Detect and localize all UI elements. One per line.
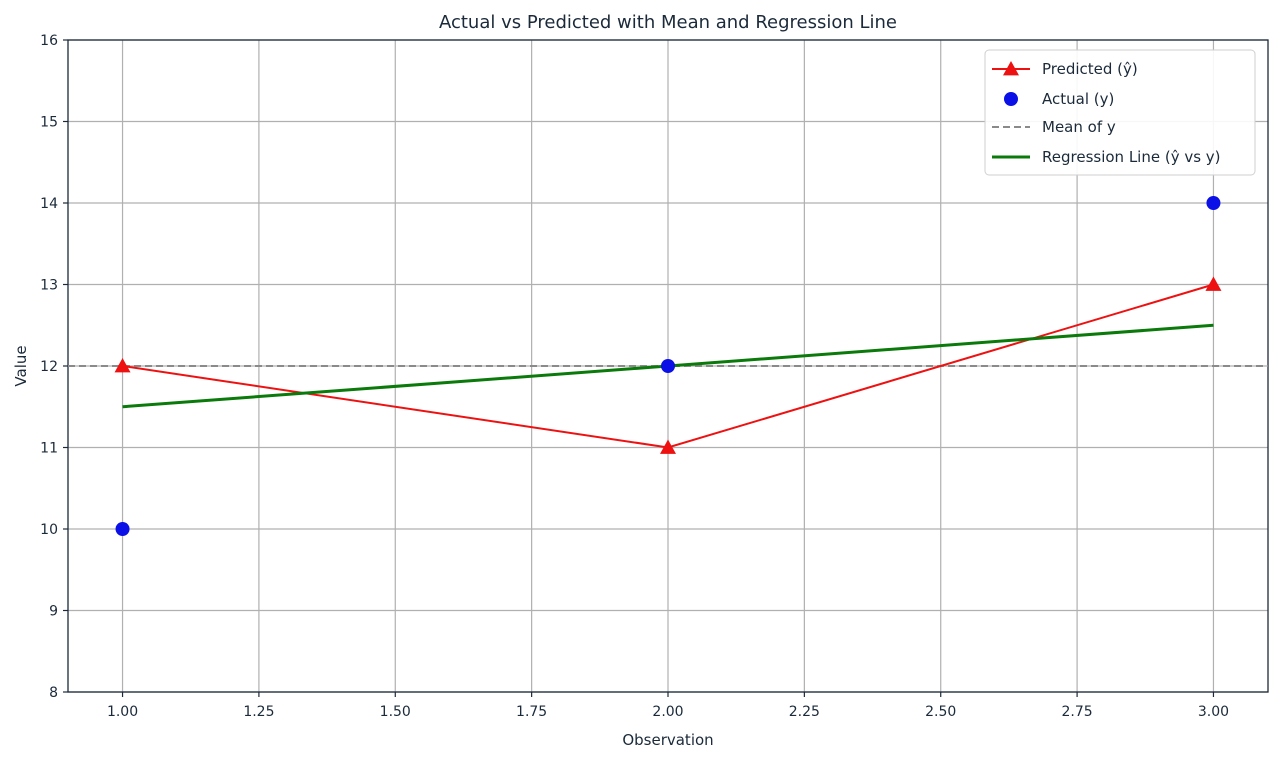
legend-label: Predicted (ŷ) [1042,60,1138,78]
x-tick-label: 2.50 [925,704,956,720]
x-tick-label: 2.75 [1062,704,1093,720]
legend-actual-marker [1004,92,1018,106]
legend-label: Actual (y) [1042,90,1114,108]
x-tick-label: 1.50 [380,704,411,720]
legend-predicted-marker [1003,61,1019,76]
tick-layer: 1.00 1.25 1.50 1.75 2.00 2.25 2.50 2.75 3.00 8 9 10… [40,33,1229,720]
actual-point [1206,196,1221,210]
x-tick-label: 1.75 [516,704,547,720]
y-tick-label: 10 [40,522,58,538]
y-tick-label: 13 [40,278,58,294]
predicted-point [1205,276,1222,291]
y-tick-label: 9 [49,604,58,620]
x-axis-title: Observation [622,731,713,749]
series-layer [68,196,1268,536]
legend-box [984,49,1256,176]
legend-label: Mean of y [1042,118,1116,136]
x-tick-label: 1.25 [243,704,274,720]
predicted-point [114,358,131,373]
predicted-point [660,439,676,454]
actual-point [115,522,130,536]
x-tick-label: 1.00 [107,704,138,720]
y-tick-label: 14 [40,196,58,212]
x-tick-label: 3.00 [1198,704,1229,720]
actual-point [661,359,675,373]
y-tick-label: 16 [40,33,58,49]
chart-title: Actual vs Predicted with Mean and Regres… [439,12,897,33]
y-tick-label: 8 [49,685,58,701]
legend: Predicted (ŷ) Actual (y) Mean of y Regressi… [984,49,1256,176]
x-tick-label: 2.00 [652,704,683,720]
legend-label: Regression Line (ŷ vs y) [1042,148,1221,166]
y-tick-label: 11 [40,441,58,457]
y-tick-label: 15 [40,115,58,131]
y-tick-label: 12 [40,359,58,375]
y-axis-title: Value [12,345,30,386]
x-tick-label: 2.25 [789,704,820,720]
